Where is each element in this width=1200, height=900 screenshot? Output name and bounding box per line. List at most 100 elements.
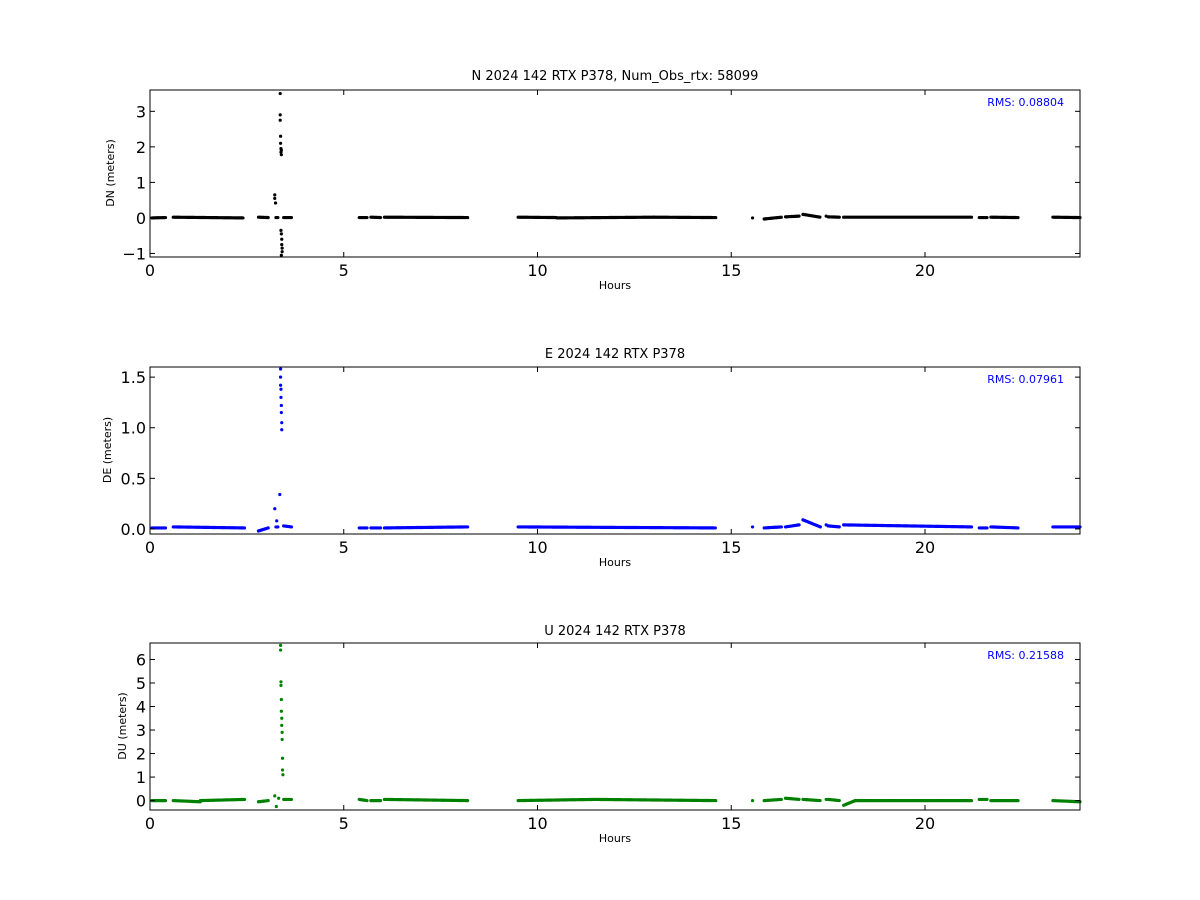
data-marks [150, 367, 1082, 533]
data-point [280, 421, 284, 425]
x-tick-label: 5 [339, 538, 349, 557]
data-point [750, 525, 755, 529]
data-point [278, 141, 283, 145]
data-segment [256, 798, 270, 804]
plot-frame [149, 89, 1081, 258]
data-marks [150, 643, 1082, 809]
data-point [750, 216, 755, 220]
data-segment [801, 212, 822, 219]
x-tick-label: 10 [527, 261, 547, 280]
plot-frame [149, 642, 1081, 811]
x-axis-label: Hours [599, 279, 631, 292]
data-segment [842, 523, 974, 529]
data-point [824, 797, 828, 802]
data-segment [382, 797, 470, 803]
x-tick-label: 15 [721, 814, 741, 833]
data-point [279, 403, 283, 408]
y-axis-label: DU (meters) [116, 692, 129, 759]
y-tick-label: 3 [136, 102, 146, 121]
y-tick-label: 1.0 [121, 419, 146, 438]
panel-up: U 2024 142 RTX P378 DU (meters) Hours RM… [116, 624, 1082, 845]
data-point [278, 648, 283, 652]
y-tick-label: −1 [122, 244, 146, 263]
data-point [273, 193, 277, 197]
rms-annotation: RMS: 0.08804 [987, 96, 1064, 109]
data-segment [516, 525, 718, 530]
data-segment [783, 214, 801, 219]
x-tick-label: 5 [339, 261, 349, 280]
data-segment [1051, 798, 1082, 804]
y-tick-label: 5 [136, 674, 146, 693]
data-segment [357, 797, 369, 803]
x-tick-label: 10 [527, 814, 547, 833]
data-point [280, 737, 284, 742]
x-tick-label: 15 [721, 538, 741, 557]
data-point [279, 387, 283, 391]
data-segment [282, 524, 294, 529]
data-segment [594, 797, 718, 803]
data-point [279, 709, 283, 713]
data-point [278, 118, 282, 122]
data-segment [826, 524, 842, 529]
data-segment [171, 215, 245, 220]
data-point [750, 798, 755, 803]
data-point [278, 492, 282, 497]
data-point [824, 214, 828, 218]
data-point [279, 683, 283, 687]
data-segment [516, 797, 598, 803]
data-point [279, 697, 283, 702]
data-point [824, 523, 828, 527]
x-tick-label: 0 [145, 814, 155, 833]
data-point [280, 768, 285, 772]
data-point [278, 113, 282, 117]
data-point [280, 246, 284, 250]
data-point [279, 253, 283, 257]
data-point [280, 716, 284, 720]
data-point [273, 196, 277, 200]
y-tick-label: 0.0 [121, 520, 146, 539]
data-segment [762, 215, 784, 221]
y-tick-label: 0 [136, 792, 146, 811]
plot-frame [149, 366, 1081, 535]
data-point [273, 507, 277, 511]
data-point [279, 228, 283, 232]
data-segment [801, 518, 822, 529]
panel-north: N 2024 142 RTX P378, Num_Obs_rtx: 58099 … [104, 69, 1082, 292]
data-point [275, 519, 279, 523]
data-segment [762, 525, 784, 530]
data-segment [171, 525, 247, 530]
data-point [278, 367, 283, 371]
y-tick-label: 0 [136, 209, 146, 228]
rms-annotation: RMS: 0.21588 [987, 649, 1064, 662]
x-tick-label: 0 [145, 261, 155, 280]
data-segment [171, 798, 202, 804]
data-point [280, 237, 284, 241]
data-segment [826, 797, 842, 803]
data-segment [256, 526, 270, 533]
data-point [280, 723, 284, 727]
data-point [278, 91, 282, 96]
data-point [278, 375, 283, 379]
data-segment [842, 798, 857, 807]
axis-ticks: 0 5 10 15 20 0.0 0.5 1.0 1.5 [121, 367, 1080, 557]
data-point [274, 804, 278, 809]
axis-ticks: 0 5 10 15 20 0 1 2 3 4 5 6 [136, 643, 1080, 833]
data-marks [150, 91, 1082, 257]
x-axis-label: Hours [599, 556, 631, 569]
y-tick-label: 6 [136, 650, 146, 669]
data-segment [382, 525, 470, 530]
data-point [281, 773, 285, 777]
data-point [278, 643, 283, 647]
y-tick-label: 1.5 [121, 368, 146, 387]
x-tick-label: 0 [145, 538, 155, 557]
x-tick-label: 20 [915, 261, 935, 280]
y-tick-label: 3 [136, 721, 146, 740]
data-segment [989, 525, 1020, 530]
panel-east: E 2024 142 RTX P378 DE (meters) Hours RM… [101, 347, 1082, 569]
y-tick-label: 1 [136, 768, 146, 787]
data-point [278, 134, 283, 138]
y-tick-label: 1 [136, 173, 146, 192]
panel-title: N 2024 142 RTX P378, Num_Obs_rtx: 58099 [472, 69, 759, 84]
